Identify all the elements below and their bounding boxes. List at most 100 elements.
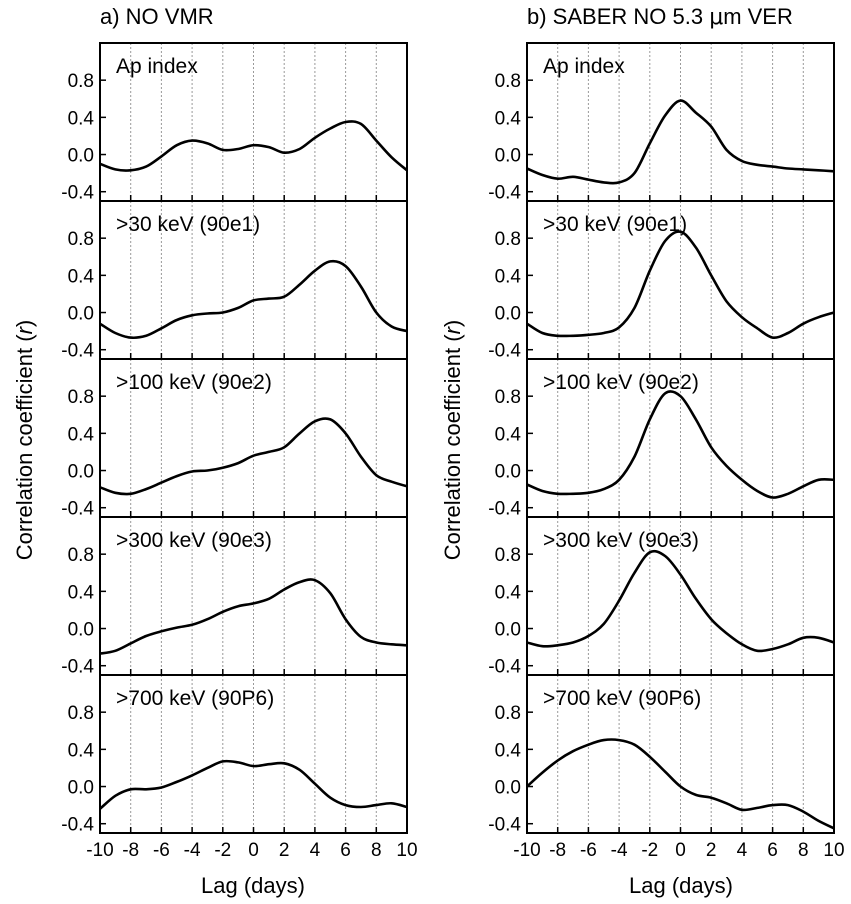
panel-right-2: 0.8 0.4 0.0 -0.4 >30 keV (90e1) [488,200,835,362]
panel-left-2: 0.8 0.4 0.0 -0.4 >30 keV (90e1) [61,200,408,362]
y-tick-label: -0.4 [61,183,94,204]
panel-label: >100 keV (90e2) [116,371,272,394]
series-line [99,120,408,172]
panel-label: >30 keV (90e1) [116,213,260,236]
x-tick-label: -6 [153,840,170,861]
y-tick-label: 0.4 [68,108,95,129]
x-tick-label: 6 [340,840,351,861]
y-tick-label: 0.0 [495,778,521,799]
y-tick-label: 0.4 [68,740,95,761]
x-tick-label: -4 [184,840,201,861]
y-tick-label: 0.0 [68,462,94,483]
panel-left-4: 0.8 0.4 0.0 -0.4 >300 keV (90e3) [61,516,408,678]
x-tick-label: -8 [549,840,566,861]
panels-group: 0.8 0.4 0.0 -0.4 Ap index 0.8 0.4 0.0 -0.4 >30 ke… [61,42,845,861]
x-tick-label: 8 [371,840,382,861]
series-line [99,417,408,496]
series-line [526,738,835,830]
panel-left-1: 0.8 0.4 0.0 -0.4 Ap index [61,42,408,204]
x-tick-label: -6 [580,840,597,861]
x-tick-label: 0 [248,840,259,861]
panel-label: >700 keV (90P6) [543,687,701,710]
x-tick-label: 10 [396,840,417,861]
right-x-axis-label: Lag (days) [629,873,733,898]
y-tick-label: 0.8 [68,229,94,250]
panel-label: >100 keV (90e2) [543,371,699,394]
y-tick-label: 0.0 [68,778,94,799]
y-tick-label: 0.4 [495,582,522,603]
y-tick-label: 0.8 [68,703,94,724]
right-title-mu: μ [709,5,724,30]
right-y-axis-label: Correlation coefficient (r) [440,320,465,560]
y-tick-label: 0.4 [495,740,522,761]
right-ylabel-r: r [440,325,465,334]
y-tick-label: -0.4 [488,657,521,678]
y-tick-label: 0.8 [495,545,521,566]
panel-label: >300 keV (90e3) [116,529,272,552]
panel-label: Ap index [543,55,625,78]
panel-right-3: 0.8 0.4 0.0 -0.4 >100 keV (90e2) [488,358,835,520]
x-tick-label: 8 [798,840,809,861]
y-tick-label: -0.4 [61,815,94,836]
panel-left-5: 0.8 0.4 0.0 -0.4 -10 -8 -6 -4 -2 0 2 4 6 8 10 >700 keV … [61,674,418,861]
y-tick-label: 0.4 [68,424,95,445]
y-tick-label: 0.8 [495,229,521,250]
y-tick-label: 0.4 [68,582,95,603]
series-line [526,549,835,653]
series-line [99,259,408,340]
right-ylabel-post: ) [440,320,465,327]
left-ylabel-pre: Correlation coefficient ( [12,334,37,560]
right-title-post: m VER [723,4,793,29]
panel-right-1: 0.8 0.4 0.0 -0.4 Ap index [488,42,835,204]
series-line [526,390,835,499]
x-tick-label: 4 [737,840,748,861]
x-tick-label: -10 [513,840,540,861]
left-title-text: a) NO VMR [100,4,214,29]
right-title-pre: b) SABER NO 5.3 [527,4,710,29]
y-tick-label: 0.8 [495,703,521,724]
y-tick-label: 0.8 [68,545,94,566]
series-line [526,230,835,340]
y-tick-label: 0.0 [68,304,94,325]
y-tick-label: 0.8 [68,71,94,92]
panel-right-5: 0.8 0.4 0.0 -0.4 -10 -8 -6 -4 -2 0 2 4 6 8 10 >700 keV … [488,674,845,861]
x-tick-label: -4 [611,840,628,861]
y-tick-label: 0.0 [68,620,94,641]
y-tick-label: 0.0 [495,304,521,325]
right-panel-title: b) SABER NO 5.3 μm VER [527,4,793,30]
x-tick-label: 2 [706,840,717,861]
series-line [99,759,408,810]
x-tick-label: 4 [310,840,321,861]
y-tick-label: 0.8 [68,387,94,408]
left-panel-title: a) NO VMR [100,4,214,30]
x-tick-label: 6 [767,840,778,861]
y-tick-label: 0.0 [68,146,94,167]
series-line [99,578,408,655]
x-tick-label: 2 [279,840,290,861]
panel-label: Ap index [116,55,198,78]
panel-right-4: 0.8 0.4 0.0 -0.4 >300 keV (90e3) [488,516,835,678]
x-tick-label: -8 [122,840,139,861]
y-tick-label: -0.4 [61,341,94,362]
left-x-axis-label: Lag (days) [201,873,305,898]
panel-label: >30 keV (90e1) [543,213,687,236]
x-tick-label: -10 [86,840,113,861]
right-ylabel-pre: Correlation coefficient ( [440,334,465,560]
y-tick-label: 0.0 [495,620,521,641]
y-tick-label: -0.4 [488,341,521,362]
left-ylabel-r: r [12,325,37,334]
y-tick-label: -0.4 [61,657,94,678]
y-tick-label: 0.0 [495,146,521,167]
y-tick-label: -0.4 [61,499,94,520]
panel-label: >300 keV (90e3) [543,529,699,552]
y-tick-label: 0.8 [495,71,521,92]
y-tick-label: 0.4 [495,424,522,445]
y-tick-label: 0.4 [68,266,95,287]
y-tick-label: 0.4 [495,108,522,129]
left-y-axis-label: Correlation coefficient (r) [12,320,37,560]
x-tick-label: 0 [675,840,686,861]
series-line [526,99,835,185]
y-tick-label: -0.4 [488,499,521,520]
x-tick-label: 10 [823,840,844,861]
